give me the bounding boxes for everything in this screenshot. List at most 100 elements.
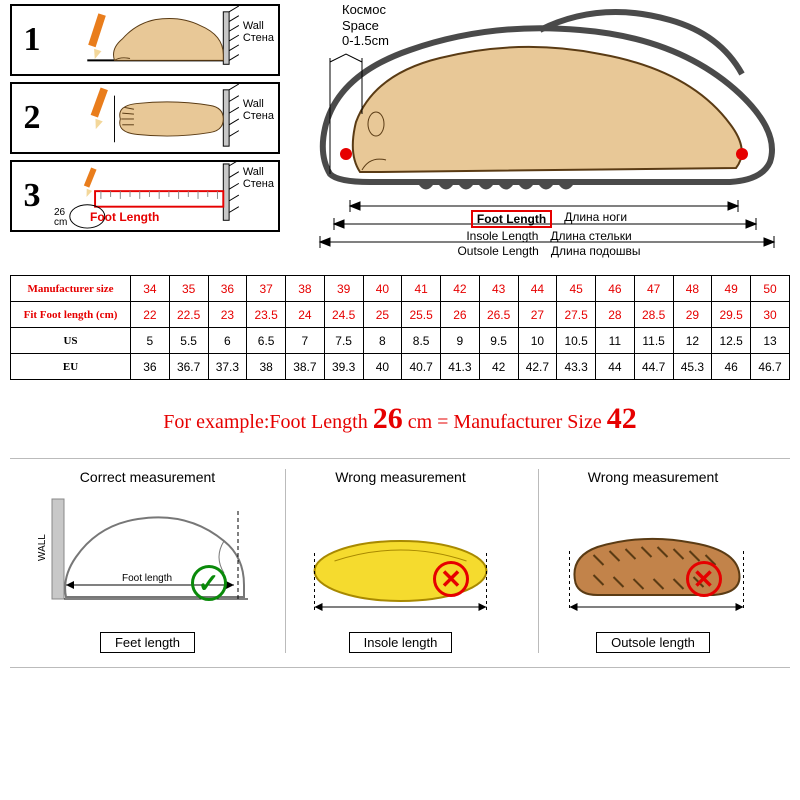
cross-icon: ✕ (686, 561, 722, 597)
feet-length-diagram: WALL Foot length (33, 491, 263, 621)
wall-label: Wall Стена (243, 98, 274, 122)
length-labels: Foot Length Длина ноги Insole Length Дли… (318, 209, 780, 259)
panel-wrong-insole: Wrong measurement ✕ Insole length (285, 469, 515, 653)
cell: 34 (131, 276, 170, 302)
wall-label: Wall Стена (243, 166, 274, 190)
cell: 40.7 (402, 354, 441, 380)
cell: 22.5 (169, 302, 208, 328)
cell: 8 (363, 328, 402, 354)
pencil-icon (88, 13, 106, 60)
cell: 24.5 (324, 302, 363, 328)
cell: 35 (169, 276, 208, 302)
table-row: Fit Foot length (cm)2222.52323.52424.525… (11, 302, 790, 328)
measurement-steps: 1 Wall Стена (10, 4, 280, 259)
cell: 37 (247, 276, 286, 302)
table-row: Manufacturer size3435363738394041424344 4… (11, 276, 790, 302)
cell: 39 (324, 276, 363, 302)
cell: 5.5 (169, 328, 208, 354)
cell: 46.7 (751, 354, 790, 380)
cell: 45.3 (673, 354, 712, 380)
foot-length-row: Foot Length Длина ноги (318, 210, 780, 228)
cell: 25.5 (402, 302, 441, 328)
cell: 44 (518, 276, 557, 302)
cell: 26 (441, 302, 480, 328)
cell: 36 (208, 276, 247, 302)
wall-ru: Стена (243, 178, 274, 190)
cell: 27 (518, 302, 557, 328)
outsole-length-row: Outsole Length Длина подошвы (318, 244, 780, 258)
row-label: Fit Foot length (cm) (11, 302, 131, 328)
cell: 9.5 (479, 328, 518, 354)
cm-callout: 26 cm (54, 208, 67, 228)
cell: 38.7 (286, 354, 325, 380)
cell: 27.5 (557, 302, 596, 328)
cell: 46 (712, 354, 751, 380)
step-2: 2 Wall Стена (10, 82, 280, 154)
cell: 38 (286, 276, 325, 302)
example-line: For example:Foot Length 26 cm = Manufact… (0, 402, 800, 436)
table-row: US55.566.577.588.599.51010.51111.51212.5… (11, 328, 790, 354)
cell: 23.5 (247, 302, 286, 328)
panel-wrong-outsole: Wrong measurement ✕ Outsole length (538, 469, 768, 653)
panel-caption: Insole length (349, 632, 453, 653)
row-label: EU (11, 354, 131, 380)
outsole-diagram (539, 491, 768, 621)
cell: 26.5 (479, 302, 518, 328)
cell: 36 (131, 354, 170, 380)
cell: 29.5 (712, 302, 751, 328)
pencil-icon (91, 87, 108, 130)
cell: 6.5 (247, 328, 286, 354)
step-3: 3 26 cm Foot Length (10, 160, 280, 232)
cell: 42 (441, 276, 480, 302)
cell: 41 (402, 276, 441, 302)
cell: 10 (518, 328, 557, 354)
wall-ru: Стена (243, 110, 274, 122)
cell: 44 (596, 354, 635, 380)
cell: 40 (363, 276, 402, 302)
cell: 24 (286, 302, 325, 328)
cell: 12.5 (712, 328, 751, 354)
cell: 43 (479, 276, 518, 302)
cell: 40 (363, 354, 402, 380)
panel-title: Correct measurement (33, 469, 263, 485)
cell: 37.3 (208, 354, 247, 380)
cell: 41.3 (441, 354, 480, 380)
panel-caption: Outsole length (596, 632, 710, 653)
cell: 11.5 (634, 328, 673, 354)
step-number: 2 (12, 99, 52, 137)
cell: 25 (363, 302, 402, 328)
wall-en: Wall (243, 98, 264, 110)
cell: 47 (634, 276, 673, 302)
panel-correct: Correct measurement WALL Foot length ✓ F… (33, 469, 263, 653)
size-table: Manufacturer size34353637383940414243444… (10, 275, 790, 380)
cell: 9 (441, 328, 480, 354)
panel-title: Wrong measurement (286, 469, 515, 485)
cell: 50 (751, 276, 790, 302)
cross-icon: ✕ (433, 561, 469, 597)
cell: 42.7 (518, 354, 557, 380)
svg-text:Foot length: Foot length (122, 573, 172, 584)
insole-diagram (286, 491, 515, 621)
cell: 10.5 (557, 328, 596, 354)
step-number: 1 (12, 21, 52, 59)
cell: 28 (596, 302, 635, 328)
cell: 7.5 (324, 328, 363, 354)
cell: 48 (673, 276, 712, 302)
cell: 8.5 (402, 328, 441, 354)
cell: 46 (596, 276, 635, 302)
shoe-diagram: Космос Space 0-1.5cm (280, 4, 790, 259)
step-1: 1 Wall Стена (10, 4, 280, 76)
cell: 7 (286, 328, 325, 354)
wall-en: Wall (243, 166, 264, 178)
cell: 11 (596, 328, 635, 354)
check-icon: ✓ (191, 565, 227, 601)
cell: 28.5 (634, 302, 673, 328)
cell: 44.7 (634, 354, 673, 380)
row-label: Manufacturer size (11, 276, 131, 302)
foot-length-tag: Foot Length (90, 210, 159, 224)
panel-caption: Feet length (100, 632, 195, 653)
wall-text: WALL (37, 534, 48, 561)
measurement-panels: Correct measurement WALL Foot length ✓ F… (10, 458, 790, 668)
cell: 5 (131, 328, 170, 354)
insole-length-row: Insole Length Длина стельки (318, 229, 780, 243)
